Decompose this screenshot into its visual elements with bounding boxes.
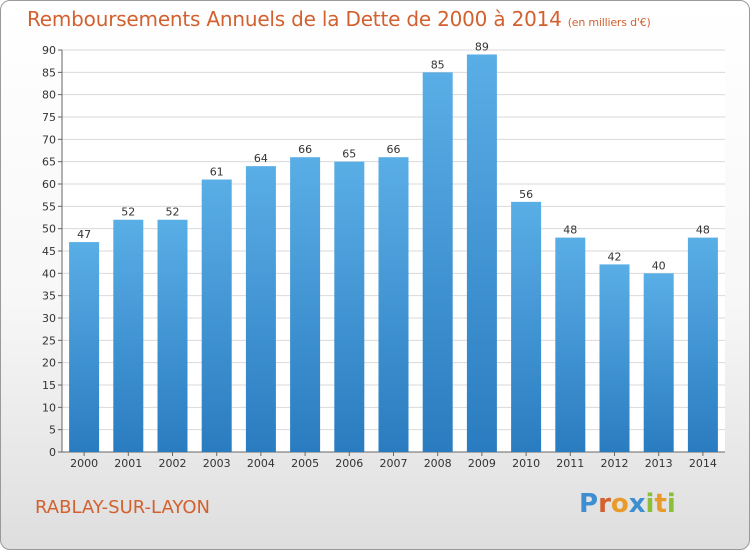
x-tick-label: 2012: [601, 457, 629, 470]
logo-letter: P: [579, 489, 599, 519]
x-tick-label: 2008: [424, 457, 452, 470]
y-tick-label: 75: [42, 111, 56, 124]
y-tick-label: 30: [42, 312, 56, 325]
data-label: 66: [387, 143, 401, 156]
logo-letter: i: [645, 489, 655, 519]
y-tick-label: 90: [42, 44, 56, 57]
bar: [599, 264, 630, 452]
y-tick-label: 45: [42, 245, 56, 258]
proxiti-logo: Proxiti: [579, 489, 676, 519]
chart-title-text: Remboursements Annuels de la Dette de 20…: [27, 7, 562, 31]
bar: [555, 237, 586, 452]
data-label: 48: [696, 224, 710, 237]
x-tick-label: 2014: [689, 457, 717, 470]
bar: [201, 179, 232, 453]
logo-letter: i: [666, 489, 676, 519]
x-tick-label: 2006: [335, 457, 363, 470]
data-label: 85: [431, 58, 445, 71]
data-label: 64: [254, 152, 268, 165]
x-tick-label: 2000: [70, 457, 98, 470]
x-tick-label: 2001: [114, 457, 142, 470]
data-label: 52: [121, 206, 135, 219]
bar: [290, 157, 321, 452]
data-label: 65: [342, 148, 356, 161]
y-tick-label: 55: [42, 200, 56, 213]
x-tick-label: 2009: [468, 457, 496, 470]
bar: [245, 166, 276, 452]
y-tick-label: 70: [42, 133, 56, 146]
data-label: 61: [210, 166, 224, 179]
y-tick-label: 0: [49, 446, 56, 459]
bar: [643, 273, 674, 452]
logo-letter: r: [598, 489, 611, 519]
chart-title: Remboursements Annuels de la Dette de 20…: [27, 7, 651, 31]
y-tick-label: 35: [42, 290, 56, 303]
y-tick-label: 60: [42, 178, 56, 191]
logo-letter: o: [610, 489, 629, 519]
logo-letter: x: [628, 489, 646, 519]
bar: [422, 72, 453, 452]
y-tick-label: 65: [42, 156, 56, 169]
x-tick-label: 2005: [291, 457, 319, 470]
commune-name: RABLAY-SUR-LAYON: [35, 497, 211, 518]
bar: [157, 219, 188, 452]
x-tick-label: 2013: [645, 457, 673, 470]
logo-letter: t: [654, 489, 667, 519]
y-tick-label: 85: [42, 66, 56, 79]
x-tick-label: 2002: [159, 457, 187, 470]
data-label: 42: [608, 250, 622, 263]
x-tick-label: 2010: [512, 457, 540, 470]
y-tick-label: 50: [42, 223, 56, 236]
bar: [687, 237, 718, 452]
data-label: 47: [77, 228, 91, 241]
bar: [466, 54, 497, 452]
chart-subtitle: (en milliers d'€): [567, 16, 651, 29]
data-label: 89: [475, 40, 489, 53]
x-tick-label: 2007: [380, 457, 408, 470]
bar: [69, 242, 100, 452]
y-tick-label: 10: [42, 401, 56, 414]
bar: [511, 201, 542, 452]
x-tick-label: 2003: [203, 457, 231, 470]
y-tick-label: 80: [42, 89, 56, 102]
y-tick-label: 40: [42, 267, 56, 280]
bar: [334, 161, 365, 452]
y-tick-label: 15: [42, 379, 56, 392]
data-label: 56: [519, 188, 533, 201]
y-tick-label: 20: [42, 357, 56, 370]
y-tick-label: 5: [49, 424, 56, 437]
bar: [378, 157, 409, 452]
data-label: 40: [652, 259, 666, 272]
x-tick-label: 2004: [247, 457, 275, 470]
bar: [113, 219, 144, 452]
y-tick-label: 25: [42, 334, 56, 347]
data-label: 48: [563, 224, 577, 237]
data-label: 52: [166, 206, 180, 219]
x-tick-label: 2011: [556, 457, 584, 470]
data-label: 66: [298, 143, 312, 156]
